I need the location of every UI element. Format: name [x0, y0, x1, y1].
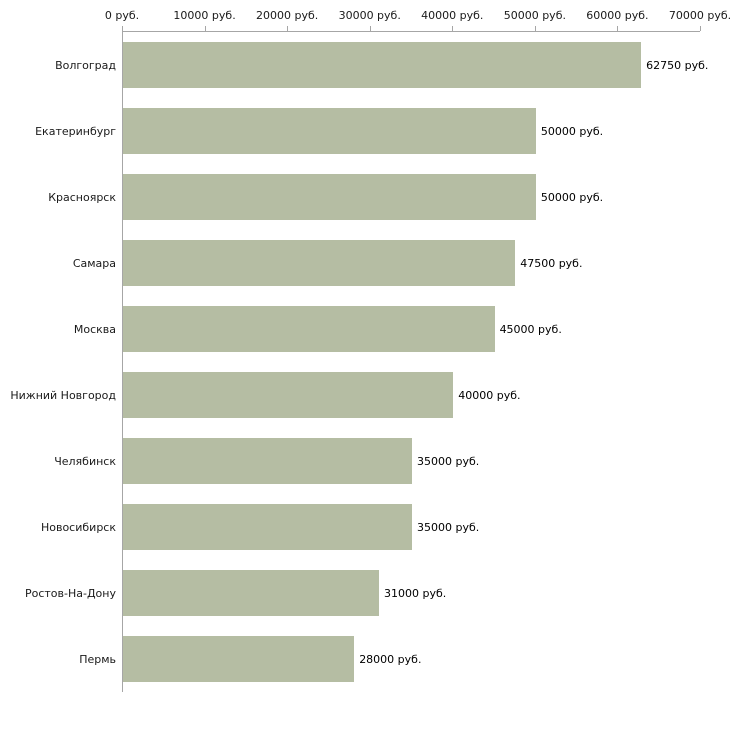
category-label: Москва: [73, 322, 116, 336]
bar: [123, 174, 536, 220]
x-tick-label: 10000 руб.: [173, 9, 236, 22]
bar: [123, 504, 412, 550]
bar-value-label: 31000 руб.: [383, 586, 447, 600]
bar-value-label: 47500 руб.: [520, 256, 583, 270]
x-tick-mark: [452, 26, 454, 31]
x-tick-mark: [204, 26, 206, 31]
bar-row: Красноярск 50000 руб.: [48, 164, 730, 230]
bar-value-label: 28000 руб.: [359, 652, 422, 666]
category-label: Екатеринбург: [35, 124, 116, 138]
bar: [123, 240, 516, 286]
category-label: Челябинск: [54, 454, 116, 468]
x-tick-mark: [617, 26, 619, 31]
x-tick-label: 30000 руб.: [338, 9, 401, 22]
bar-value-label: 50000 руб.: [540, 190, 604, 204]
bar-value-label: 45000 руб.: [499, 322, 562, 336]
bar-value-label: 35000 руб.: [417, 520, 480, 534]
x-tick-label: 40000 руб.: [421, 9, 484, 22]
x-tick-label: 0 руб.: [104, 9, 140, 22]
x-tick-label: 70000 руб.: [668, 9, 730, 22]
bar-row: Москва 45000 руб.: [74, 296, 730, 362]
bar-row: Челябинск 35000 руб.: [54, 428, 730, 494]
category-label: Волгоград: [55, 58, 116, 72]
bar-row: Пермь 28000 руб.: [79, 626, 730, 692]
bar: [123, 570, 379, 616]
bar: [123, 372, 454, 418]
bar-value-label: 50000 руб.: [540, 124, 604, 138]
bar: [123, 438, 412, 484]
x-tick-mark: [700, 26, 701, 31]
bar-row: Екатеринбург 50000 руб.: [35, 98, 730, 164]
x-tick-mark: [534, 26, 536, 31]
bar-row: Ростов-На-Дону 31000 руб.: [25, 560, 730, 626]
x-axis: 0 руб. 10000 руб. 20000 руб. 30000 руб. 4000…: [105, 6, 730, 32]
category-label: Новосибирск: [40, 520, 116, 534]
bar: [123, 108, 536, 154]
x-tick-label: 20000 руб.: [256, 9, 319, 22]
bar-value-label: 35000 руб.: [417, 454, 480, 468]
x-tick-label: 60000 руб.: [586, 9, 649, 22]
category-label: Пермь: [79, 652, 116, 666]
category-label: Красноярск: [48, 190, 116, 204]
x-tick-mark: [122, 26, 123, 31]
bar-row: Нижний Новгород 40000 руб.: [10, 362, 730, 428]
bar-row: Самара 47500 руб.: [73, 230, 730, 296]
bar: [123, 42, 642, 88]
x-tick-mark: [369, 26, 371, 31]
x-tick-label: 50000 руб.: [503, 9, 566, 22]
bar-value-label: 40000 руб.: [458, 388, 521, 402]
x-tick-mark: [287, 26, 289, 31]
bars-container: Волгоград 62750 руб. Екатеринбург 50000 руб…: [10, 32, 730, 692]
category-label: Ростов-На-Дону: [24, 586, 116, 600]
bar: [123, 306, 495, 352]
bar-row: Новосибирск 35000 руб.: [41, 494, 730, 560]
category-label: Нижний Новгород: [10, 388, 116, 402]
bar: [123, 636, 355, 682]
bar-row: Волгоград 62750 руб.: [55, 32, 730, 98]
category-label: Самара: [72, 256, 116, 270]
bar-value-label: 62750 руб.: [646, 58, 709, 72]
